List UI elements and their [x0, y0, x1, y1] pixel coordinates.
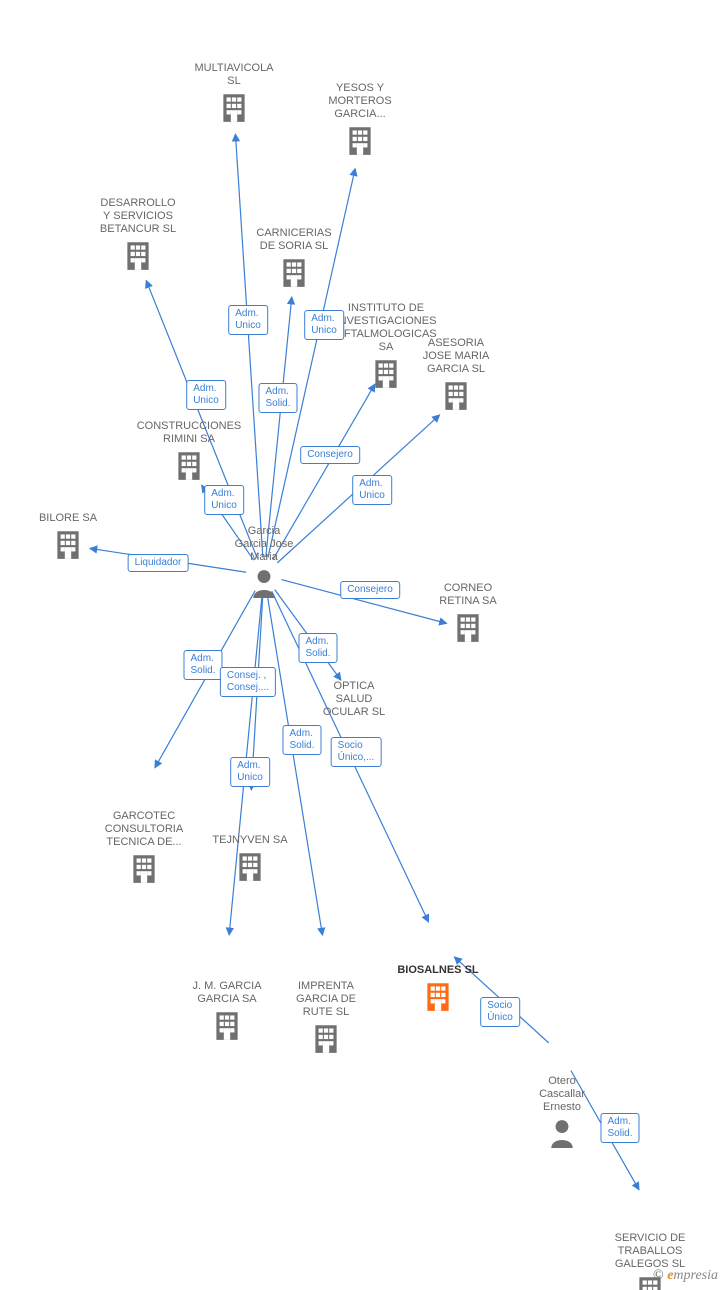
building-icon [13, 527, 123, 564]
node-label: TEJNYVEN SA [195, 834, 305, 847]
building-icon [195, 849, 305, 886]
edge-label: Adm. Unico [230, 757, 270, 787]
company-node-biosalnes[interactable]: BIOSALNES SL [383, 962, 493, 1016]
company-node-asesoria[interactable]: ASESORIAJOSE MARIAGARCIA SL [401, 335, 511, 415]
copyright-symbol: © [653, 1268, 664, 1283]
edge-label: Adm. Unico [186, 380, 226, 410]
building-icon [383, 979, 493, 1016]
building-icon [172, 1008, 282, 1045]
building-icon [134, 448, 244, 485]
edge-label: Adm. Solid. [258, 383, 297, 413]
node-label: CARNICERIASDE SORIA SL [239, 227, 349, 253]
edge-label: Adm. Solid. [282, 725, 321, 755]
node-label: BILORE SA [13, 512, 123, 525]
brand-rest: mpresia [673, 1268, 718, 1283]
building-icon [179, 90, 289, 127]
building-icon [271, 1021, 381, 1058]
edge-label: Adm. Solid. [298, 633, 337, 663]
node-label: IMPRENTAGARCIA DERUTE SL [271, 980, 381, 1019]
node-label: J. M. GARCIAGARCIA SA [172, 980, 282, 1006]
company-node-tejnyven[interactable]: TEJNYVEN SA [195, 832, 305, 886]
company-node-jmgarcia[interactable]: J. M. GARCIAGARCIA SA [172, 978, 282, 1045]
edge-label: Liquidador [128, 554, 189, 572]
edge-label: Adm. Unico [204, 485, 244, 515]
edge-label: Socio Único,... [331, 737, 382, 767]
edges-layer [0, 0, 728, 1290]
person-icon [209, 568, 319, 601]
edge-label: Consejero [340, 581, 400, 599]
node-label: OteroCascallarErnesto [507, 1075, 617, 1114]
building-icon [89, 851, 199, 888]
building-icon [305, 123, 415, 160]
company-node-yesos[interactable]: YESOS YMORTEROSGARCIA... [305, 80, 415, 160]
edge-label: Consej. , Consej.... [220, 667, 276, 697]
company-node-garcotec[interactable]: GARCOTECCONSULTORIATECNICA DE... [89, 808, 199, 888]
building-icon [401, 378, 511, 415]
building-icon [83, 238, 193, 275]
edge-label: Adm. Unico [304, 310, 344, 340]
edge-label: Adm. Unico [352, 475, 392, 505]
company-node-imprenta[interactable]: IMPRENTAGARCIA DERUTE SL [271, 978, 381, 1058]
building-icon [413, 610, 523, 647]
person-node-garcia[interactable]: GarciaGarcia JoseMaria [209, 523, 319, 601]
node-label: OPTICASALUDOCULAR SL [299, 680, 409, 719]
company-node-multiavicola[interactable]: MULTIAVICOLASL [179, 60, 289, 127]
edge-line [266, 297, 292, 557]
edge-label: Adm. Unico [228, 305, 268, 335]
company-node-optica[interactable]: OPTICASALUDOCULAR SL [299, 678, 409, 719]
company-node-carnicerias[interactable]: CARNICERIASDE SORIA SL [239, 225, 349, 292]
node-label: DESARROLLOY SERVICIOSBETANCUR SL [83, 197, 193, 236]
company-node-desarrollo[interactable]: DESARROLLOY SERVICIOSBETANCUR SL [83, 195, 193, 275]
edge-label: Socio Único [480, 997, 520, 1027]
node-label: SERVICIO DETRABALLOSGALEGOS SL [595, 1232, 705, 1271]
building-icon [239, 255, 349, 292]
company-node-corneo[interactable]: CORNEORETINA SA [413, 580, 523, 647]
network-diagram: GarciaGarcia JoseMaria OteroCascallarErne… [0, 0, 728, 1290]
edge-label: Consejero [300, 446, 360, 464]
node-label: MULTIAVICOLASL [179, 62, 289, 88]
node-label: YESOS YMORTEROSGARCIA... [305, 82, 415, 121]
watermark: © empresia [653, 1268, 718, 1284]
node-label: CORNEORETINA SA [413, 582, 523, 608]
node-label: ASESORIAJOSE MARIAGARCIA SL [401, 337, 511, 376]
company-node-bilore[interactable]: BILORE SA [13, 510, 123, 564]
node-label: GARCOTECCONSULTORIATECNICA DE... [89, 810, 199, 849]
edge-label: Adm. Solid. [183, 650, 222, 680]
node-label: GarciaGarcia JoseMaria [209, 525, 319, 564]
node-label: CONSTRUCCIONESRIMINI SA [134, 420, 244, 446]
node-label: BIOSALNES SL [383, 964, 493, 977]
edge-label: Adm. Solid. [600, 1113, 639, 1143]
company-node-construc[interactable]: CONSTRUCCIONESRIMINI SA [134, 418, 244, 485]
